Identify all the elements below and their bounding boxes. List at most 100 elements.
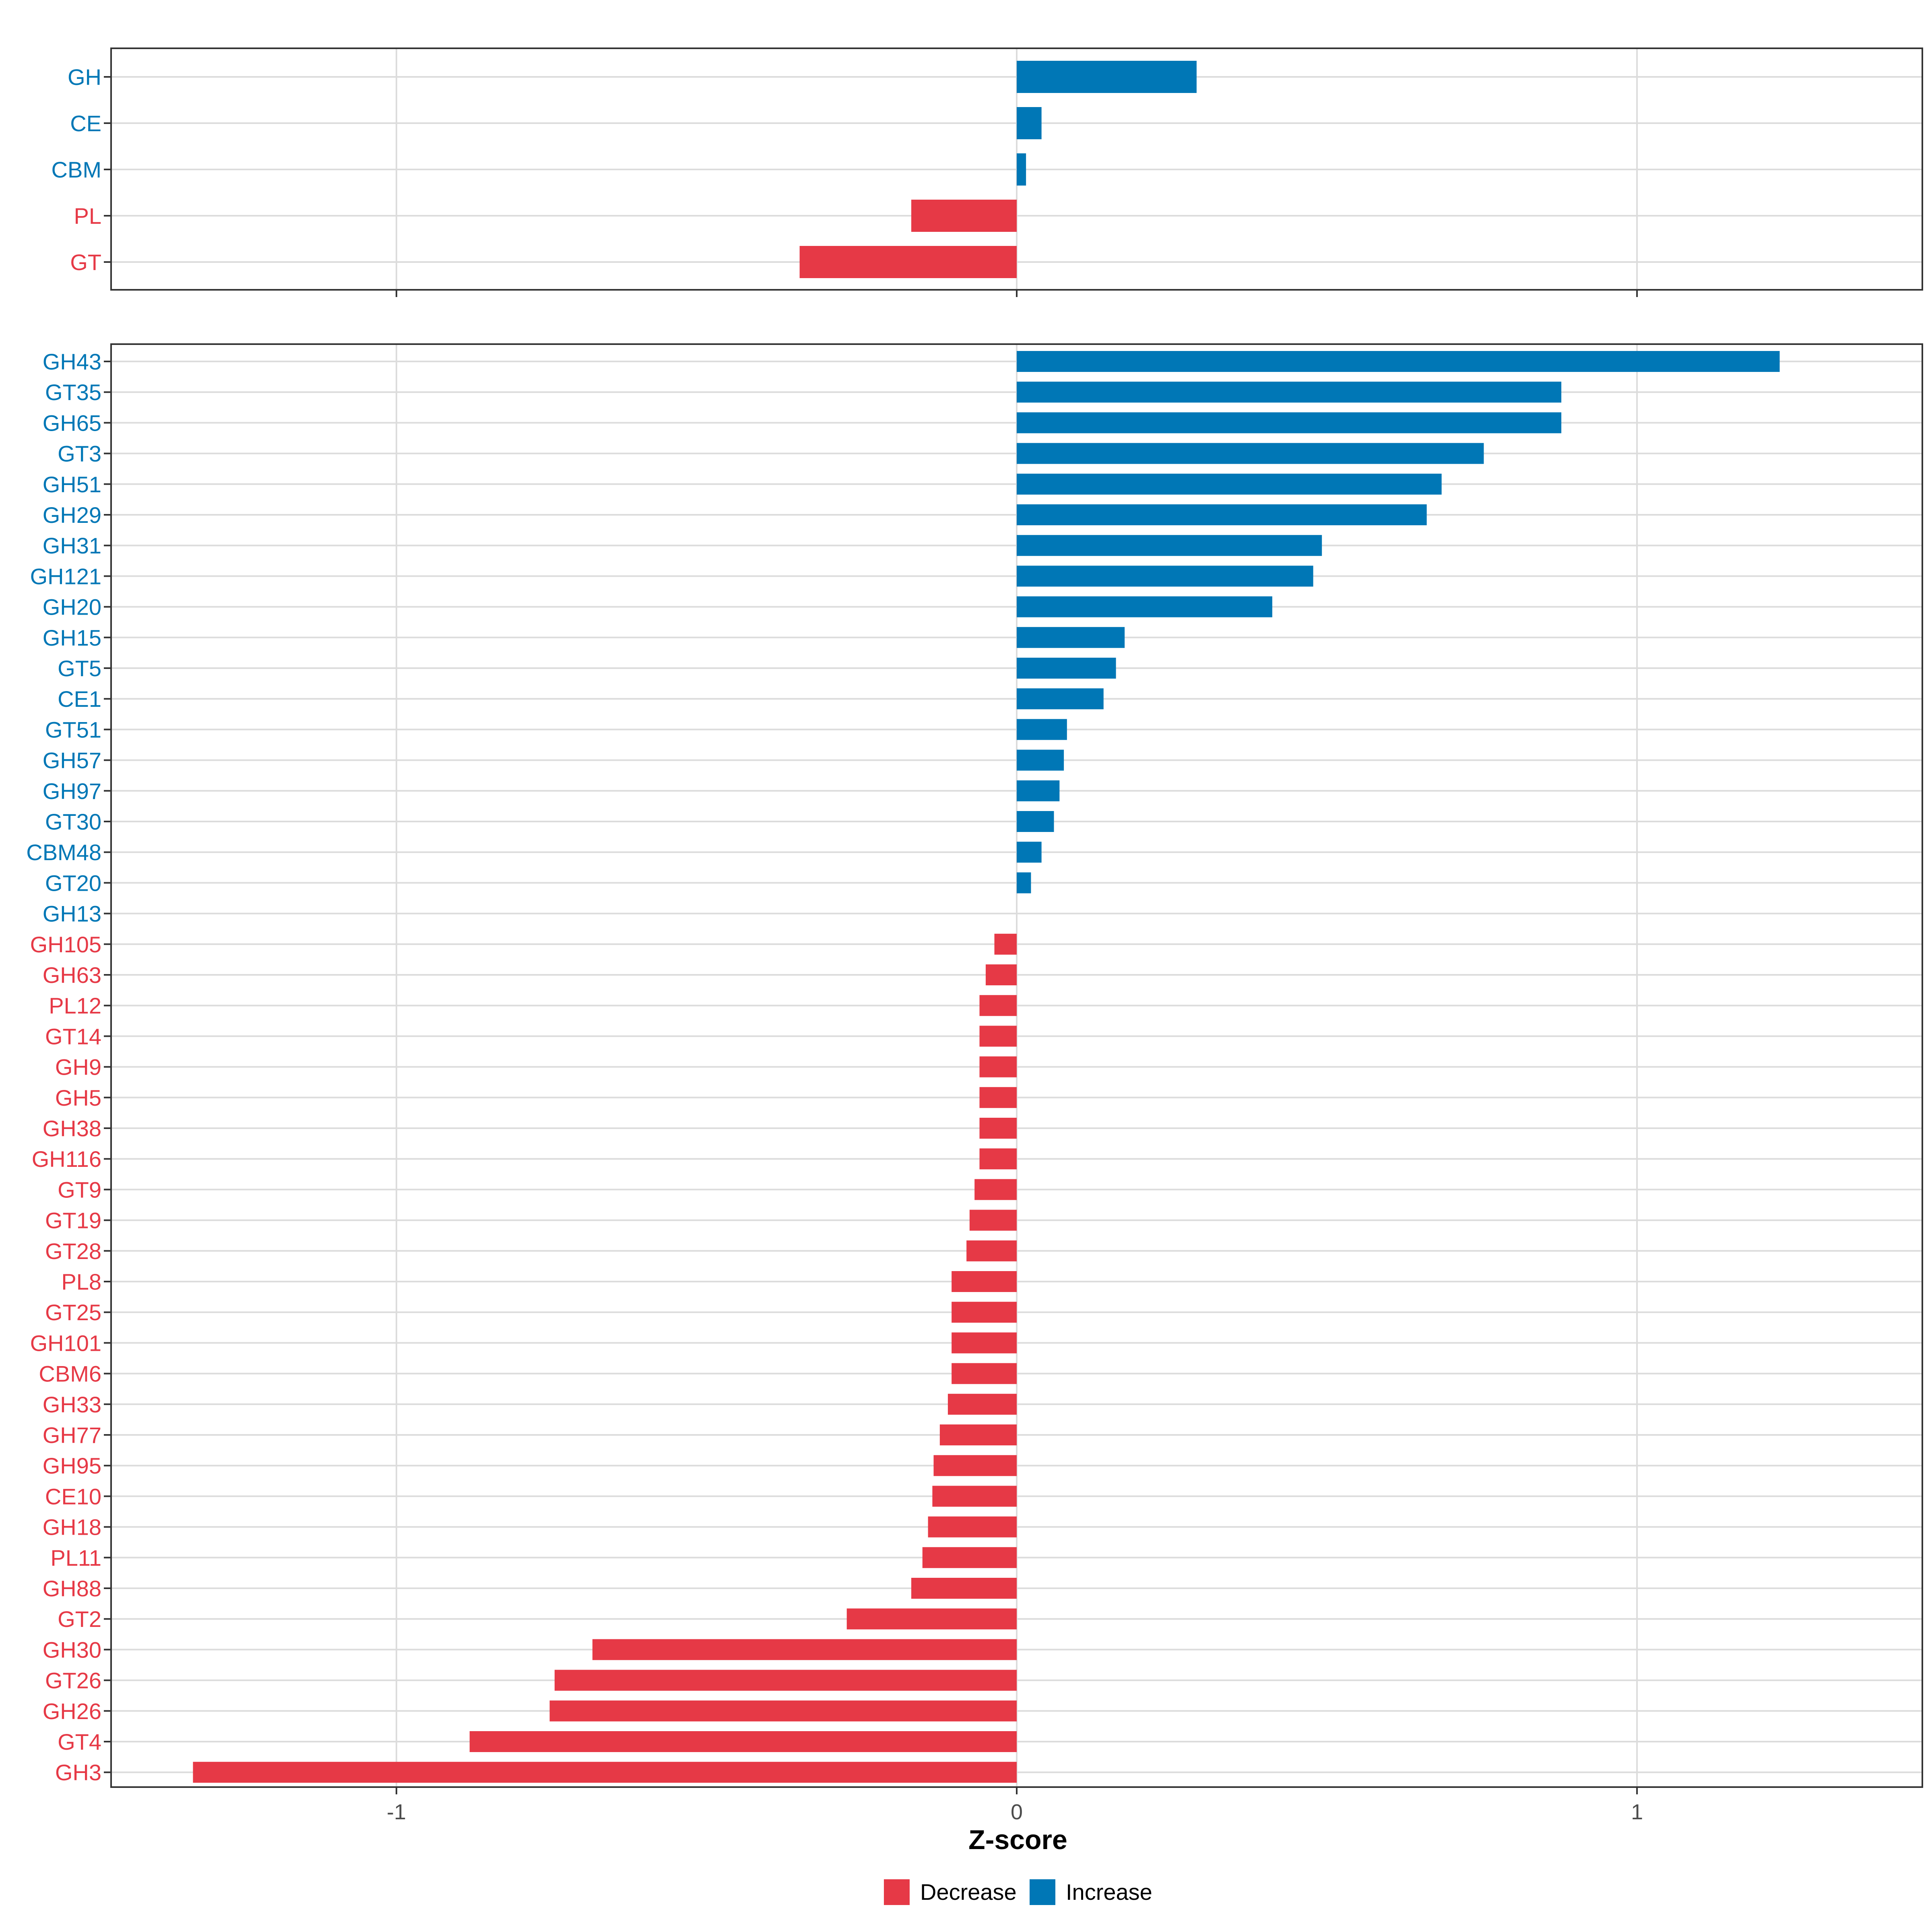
bar-gt35 <box>1017 382 1562 403</box>
y-tick-label-gh65: GH65 <box>43 410 101 436</box>
y-tick-label-cbm48: CBM48 <box>26 840 101 865</box>
bar-gt51 <box>1017 719 1067 740</box>
y-tick-label-gt30: GT30 <box>45 809 101 834</box>
y-tick-label-ce1: CE1 <box>58 686 101 712</box>
y-tick-label-gh33: GH33 <box>43 1392 101 1417</box>
legend-label-decrease: Decrease <box>920 1879 1017 1905</box>
bar-gh116 <box>979 1148 1017 1170</box>
bar-gt4 <box>469 1731 1017 1752</box>
y-tick-label-gt5: GT5 <box>58 656 101 681</box>
bar-gh33 <box>947 1393 1017 1415</box>
legend-label-increase: Increase <box>1066 1879 1152 1905</box>
bar-gt3 <box>1017 443 1484 464</box>
bar-pl11 <box>922 1547 1017 1568</box>
y-tick-label-gh97: GH97 <box>43 778 101 804</box>
y-tick-label-gt14: GT14 <box>45 1024 101 1049</box>
bar-gh101 <box>952 1332 1017 1354</box>
bar-gh <box>1017 61 1197 93</box>
y-tick-label-gh95: GH95 <box>43 1453 101 1478</box>
bar-pl <box>911 200 1017 232</box>
y-tick-label-gt26: GT26 <box>45 1668 101 1693</box>
y-tick-label-gt9: GT9 <box>58 1177 101 1202</box>
y-tick-label-gt28: GT28 <box>45 1238 101 1264</box>
bar-gh15 <box>1017 627 1125 648</box>
x-tick-label: -1 <box>387 1800 406 1824</box>
bar-cbm6 <box>952 1363 1017 1384</box>
bar-gh43 <box>1017 351 1780 372</box>
y-tick-label-gt4: GT4 <box>58 1729 101 1754</box>
y-tick-label-gh26: GH26 <box>43 1699 101 1724</box>
y-tick-label-pl12: PL12 <box>49 993 101 1018</box>
bar-gh30 <box>592 1639 1017 1660</box>
y-tick-label-ce: CE <box>70 111 101 136</box>
y-tick-label-gh77: GH77 <box>43 1422 101 1448</box>
y-tick-label-gt51: GT51 <box>45 717 101 742</box>
bar-gh26 <box>549 1700 1017 1721</box>
y-tick-label-gh9: GH9 <box>55 1055 101 1080</box>
bar-gt20 <box>1017 872 1031 894</box>
y-tick-label-gh51: GH51 <box>43 472 101 497</box>
bar-gt28 <box>966 1240 1017 1261</box>
y-tick-label-gh5: GH5 <box>55 1085 101 1110</box>
y-tick-label-ce10: CE10 <box>45 1484 101 1509</box>
bar-gh77 <box>939 1424 1017 1445</box>
y-tick-label-cbm: CBM <box>52 157 101 182</box>
bar-gh18 <box>928 1516 1017 1538</box>
y-tick-label-gh13: GH13 <box>43 901 101 927</box>
bar-gh31 <box>1017 535 1322 556</box>
y-tick-label-gh43: GH43 <box>43 349 101 374</box>
bar-gh121 <box>1017 566 1313 587</box>
bar-ce10 <box>932 1486 1017 1507</box>
y-tick-label-gt2: GT2 <box>58 1606 101 1632</box>
bar-gt14 <box>979 1026 1017 1047</box>
y-tick-label-gh15: GH15 <box>43 625 101 650</box>
y-tick-label-pl: PL <box>74 203 102 229</box>
bar-gt19 <box>969 1210 1017 1231</box>
y-tick-label-gt20: GT20 <box>45 870 101 896</box>
panel-top: GH CE CBM PL GT <box>52 47 1923 297</box>
bar-pl12 <box>979 995 1017 1016</box>
x-tick-label: 0 <box>1011 1800 1023 1824</box>
bar-gh5 <box>979 1087 1017 1108</box>
y-tick-label-gt: GT <box>70 250 101 275</box>
y-tick-label-cbm6: CBM6 <box>39 1361 101 1387</box>
bar-gh38 <box>979 1118 1017 1139</box>
y-tick-label-gh101: GH101 <box>30 1330 101 1356</box>
bar-gt30 <box>1017 811 1054 832</box>
legend-swatch-increase <box>1030 1879 1055 1905</box>
bar-gh97 <box>1017 780 1060 801</box>
legend-swatch-decrease <box>884 1879 910 1905</box>
bar-gh88 <box>911 1578 1017 1599</box>
bar-gh65 <box>1017 412 1562 433</box>
x-axis-title: Z-score <box>968 1825 1067 1855</box>
y-tick-label-gh116: GH116 <box>32 1146 101 1172</box>
bar-ce <box>1017 107 1042 139</box>
y-tick-label-gh29: GH29 <box>43 502 101 528</box>
y-tick-label-gh31: GH31 <box>43 533 101 558</box>
y-tick-label-gh105: GH105 <box>30 932 101 957</box>
y-tick-label-gh63: GH63 <box>43 962 101 988</box>
y-tick-label-gh121: GH121 <box>30 564 101 589</box>
y-tick-label-gh30: GH30 <box>43 1637 101 1662</box>
y-tick-label-gh20: GH20 <box>43 594 101 620</box>
bar-gt5 <box>1017 658 1116 679</box>
bar-gh63 <box>985 964 1017 985</box>
y-tick-label-gt3: GT3 <box>58 441 101 466</box>
bar-gh9 <box>979 1056 1017 1077</box>
y-tick-label-gh18: GH18 <box>43 1515 101 1540</box>
y-tick-label-gt35: GT35 <box>45 380 101 405</box>
panel-bottom: GH43 GT35 GH65 GT3 GH51 GH29 GH31 GH121 GH20 GH15… <box>26 343 1923 1794</box>
y-tick-label-gt25: GT25 <box>45 1300 101 1325</box>
y-tick-label-gt19: GT19 <box>45 1208 101 1233</box>
bar-cbm <box>1017 153 1026 186</box>
x-axis: -1 0 1 <box>387 1800 1643 1824</box>
y-tick-label-gh: GH <box>68 64 101 90</box>
y-tick-label-gh3: GH3 <box>55 1760 101 1785</box>
bar-gh29 <box>1017 504 1427 525</box>
bar-gh51 <box>1017 473 1442 495</box>
y-tick-label-gh88: GH88 <box>43 1576 101 1601</box>
bar-gt25 <box>952 1302 1017 1323</box>
y-tick-label-gh38: GH38 <box>43 1116 101 1141</box>
bar-gt <box>799 246 1017 278</box>
